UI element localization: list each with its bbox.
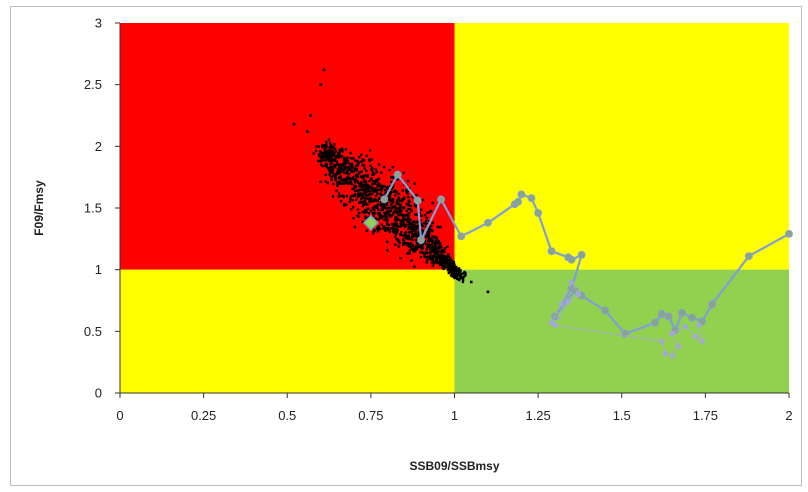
x-tick-label-4: 1 (451, 408, 458, 423)
zone-2 (120, 269, 455, 393)
y-axis-title: F09/Fmsy (32, 180, 46, 236)
y-tick-label-2: 1 (95, 262, 102, 277)
chart-frame: 0 0.25 0.5 0.75 1 1.25 1.5 1.75 2 0 0.5 1 1.5 2 2.5 3 S… (10, 6, 802, 486)
series-0-point-0 (380, 195, 389, 204)
series-0-point-1 (393, 170, 402, 179)
series-1-point-9 (675, 343, 682, 349)
series-1-line (550, 281, 703, 357)
y-tick-label-1: 0.5 (84, 324, 102, 339)
series-1-point-3 (575, 291, 581, 298)
cloud-outlier-2 (309, 114, 312, 117)
cloud-outlier-3 (292, 122, 296, 126)
point-estimate (362, 214, 379, 231)
series-0-point-9 (517, 190, 526, 199)
x-tick-label-8: 2 (785, 408, 792, 423)
series-1-point-13 (699, 338, 705, 344)
series-0-point-2 (413, 196, 422, 205)
x-tick-label-0: 0 (116, 408, 123, 423)
series-1-point-2 (568, 279, 575, 285)
status-zones (120, 23, 789, 393)
axes: 0 0.25 0.5 0.75 1 1.25 1.5 1.75 2 0 0.5 1 1.5 2 2.5 3 (84, 16, 793, 424)
x-tick-label-6: 1.5 (613, 408, 631, 423)
kobe-plot: 0 0.25 0.5 0.75 1 1.25 1.5 1.75 2 0 0.5 1 1.5 2 2.5 3 S… (32, 16, 793, 473)
series-0-point-22 (651, 318, 660, 327)
uncertainty-cloud (292, 68, 490, 294)
series-0-point-30 (744, 252, 753, 261)
y-tick-label-5: 2.5 (84, 77, 102, 92)
series-0-point-11 (534, 209, 543, 217)
estimate-marker (362, 214, 379, 231)
x-tick-label-5: 1.25 (525, 408, 550, 423)
series-0-point-8 (514, 197, 522, 206)
series-1-point-11 (682, 323, 689, 330)
series-0-point-23 (657, 310, 666, 318)
x-tick-label-2: 0.5 (278, 408, 296, 423)
series-0-point-24 (664, 312, 673, 321)
series-1-point-5 (552, 322, 558, 328)
series-0-point-27 (688, 313, 696, 322)
y-tick-label-4: 2 (95, 139, 102, 154)
series-0-point-14 (567, 255, 576, 264)
cloud-outlier-5 (469, 280, 473, 284)
series-1-point-6 (659, 338, 665, 344)
cloud-outlier-0 (322, 68, 326, 72)
cloud-points (312, 138, 467, 284)
series-1-point-1 (558, 301, 565, 307)
series-0-point-6 (484, 218, 492, 227)
cloud-outlier-1 (319, 83, 322, 86)
series-0-point-15 (577, 250, 586, 259)
series-1-point-14 (695, 322, 702, 328)
series-0-point-12 (547, 247, 556, 256)
series-0-point-5 (457, 232, 466, 241)
series-1-point-12 (692, 333, 699, 339)
y-tick-label-3: 1.5 (84, 201, 102, 216)
y-tick-label-0: 0 (95, 386, 102, 401)
x-tick-label-1: 0.25 (191, 408, 216, 423)
series-1-point-7 (662, 350, 668, 357)
series-0-point-10 (527, 194, 536, 203)
series-1-point-8 (669, 353, 675, 359)
series-1-point-10 (669, 331, 675, 337)
series-0-point-29 (708, 300, 716, 309)
zone-0 (120, 23, 455, 270)
series-0-point-4 (437, 195, 446, 204)
y-tick-label-6: 3 (95, 16, 102, 31)
series-1-point-4 (565, 299, 571, 305)
x-tick-label-3: 0.75 (358, 408, 383, 423)
cloud-outlier-6 (306, 130, 309, 133)
x-tick-label-7: 1.75 (693, 408, 718, 423)
trajectory-series (380, 170, 793, 359)
series-0-point-3 (417, 236, 425, 244)
x-axis-title: SSB09/SSBmsy (409, 459, 499, 473)
series-0-point-20 (601, 306, 609, 315)
cloud-outlier-4 (486, 290, 490, 294)
series-0-point-26 (678, 308, 686, 317)
zone-1 (454, 23, 789, 270)
series-0-point-31 (785, 230, 793, 238)
